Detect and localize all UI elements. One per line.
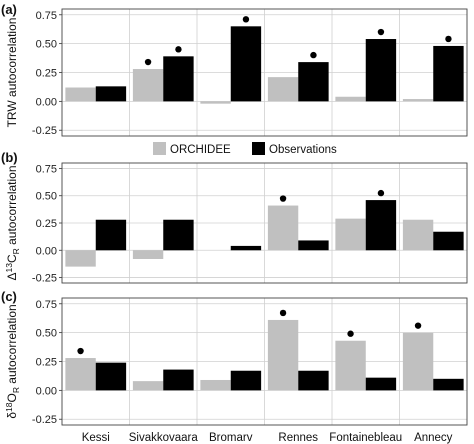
significance-dot [145,59,151,65]
bar-observations-bromarv [231,26,261,101]
y-tick-label: 0.00 [36,385,57,397]
bar-orchidee-rennes [268,320,298,390]
y-tick-label: 0.75 [36,163,57,175]
bar-observations-rennes [298,240,328,250]
x-tick-label-sivakkovaara: Sivakkovaara [129,432,199,444]
bar-orchidee-fontainebleau [335,97,365,102]
bar-observations-rennes [298,371,328,391]
bar-orchidee-bromarv [200,380,230,390]
bar-orchidee-rennes [268,77,298,101]
significance-dot [280,310,286,316]
bar-observations-sivakkovaara [163,56,193,101]
y-tick-label: 0.75 [36,299,57,311]
significance-dot [347,331,353,337]
y-tick-label: 0.25 [36,68,57,80]
significance-dot [378,190,384,196]
significance-dot [175,46,181,52]
bar-orchidee-annecy [403,99,433,101]
y-tick-label: 0.00 [36,96,57,108]
significance-dot [310,52,316,58]
y-tick-label: -0.25 [32,273,57,285]
bar-orchidee-bromarv [200,101,230,103]
x-tick-label-annecy: Annecy [414,432,453,444]
y-tick-label: -0.25 [32,414,57,426]
panel-2: -0.25 0.00 0.25 0.50 0.75 (b)Δ13CR autocorrel… [1,150,467,285]
bar-orchidee-kessi [65,88,95,102]
x-tick-label-kessi: Kessi [82,432,110,444]
bar-observations-bromarv [231,246,261,250]
bar-orchidee-sivakkovaara [133,250,163,259]
significance-dot [445,36,451,42]
bar-observations-kessi [96,220,126,251]
bar-orchidee-fontainebleau [335,341,365,391]
significance-dot [378,29,384,35]
significance-dot [280,195,286,201]
bar-observations-fontainebleau [366,39,396,101]
y-tick-label: 0.50 [36,39,57,51]
bar-orchidee-rennes [268,206,298,251]
bar-orchidee-fontainebleau [335,219,365,251]
y-tick-label: 0.50 [36,191,57,203]
bar-observations-annecy [433,379,463,391]
bar-observations-fontainebleau [366,200,396,250]
panel-3: -0.25 0.00 0.25 0.50 0.75 (c)δ18OR autocorrel… [1,289,467,426]
bar-observations-annecy [433,46,463,101]
bar-observations-sivakkovaara [163,370,193,391]
legend: ORCHIDEE Observations [153,142,337,156]
x-category-labels: Kessi Sivakkovaara Bromarv Rennes Fontainebl… [82,432,453,444]
y-axis-label: TRW autocorrelation [5,18,19,128]
legend-label-observations: Observations [269,144,337,156]
panel-label: (b) [1,150,18,165]
y-tick-label: 0.25 [36,357,57,369]
legend-swatch-orchidee [153,142,166,155]
y-tick-label: 0.50 [36,328,57,340]
bar-orchidee-kessi [65,358,95,390]
bar-observations-sivakkovaara [163,220,193,251]
bar-observations-kessi [96,86,126,101]
bar-observations-fontainebleau [366,378,396,391]
x-tick-label-fontainebleau: Fontainebleau [329,432,402,444]
significance-dot [77,348,83,354]
x-tick-label-rennes: Rennes [278,432,318,444]
y-axis-label: δ18OR autocorrelation [4,304,21,418]
bar-orchidee-kessi [65,250,95,266]
bar-orchidee-annecy [403,220,433,251]
x-tick-label-bromarv: Bromarv [209,432,253,444]
legend-swatch-observations [252,142,265,155]
significance-dot [243,16,249,22]
bar-observations-kessi [96,363,126,391]
significance-dot [415,322,421,328]
bar-orchidee-annecy [403,333,433,391]
panel-1: -0.25 0.00 0.25 0.50 0.75 (a)TRW autocorrelat… [1,2,467,137]
bar-orchidee-sivakkovaara [133,381,163,390]
panel-label: (c) [1,289,17,304]
y-tick-label: -0.25 [32,125,57,137]
panel-label: (a) [1,2,17,17]
y-axis-label: Δ13CR autocorrelation [4,165,21,280]
legend-label-orchidee: ORCHIDEE [170,144,231,156]
y-tick-label: 0.25 [36,218,57,230]
bar-observations-rennes [298,62,328,101]
bar-observations-annecy [433,232,463,251]
bar-orchidee-sivakkovaara [133,69,163,101]
bar-observations-bromarv [231,371,261,391]
y-tick-label: 0.00 [36,245,57,257]
panels: -0.25 0.00 0.25 0.50 0.75 (a)TRW autocorrelat… [1,2,467,426]
y-tick-label: 0.75 [36,10,57,22]
